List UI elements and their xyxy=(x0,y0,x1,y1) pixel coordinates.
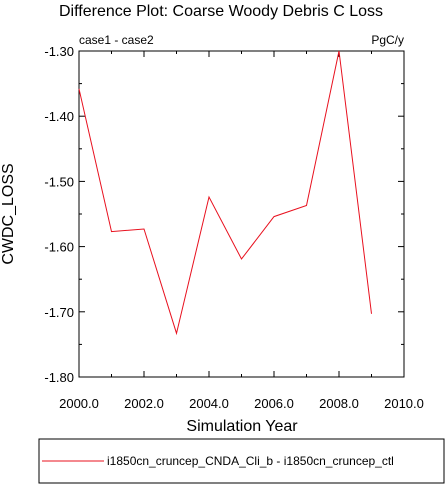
y-tick-label: -1.80 xyxy=(44,370,74,385)
series-layer xyxy=(79,51,372,333)
x-tick-label: 2000.0 xyxy=(59,396,99,411)
x-tick-label: 2002.0 xyxy=(124,396,164,411)
left-string: case1 - case2 xyxy=(79,33,154,47)
y-ticks: -1.30 -1.40 -1.50 -1.60 -1.70 -1.80 xyxy=(44,44,404,385)
x-tick-label: 2006.0 xyxy=(254,396,294,411)
x-tick-label: 2010.0 xyxy=(384,396,424,411)
legend: i1850cn_cruncep_CNDA_Cli_b - i1850cn_cru… xyxy=(39,439,444,483)
y-tick-label: -1.40 xyxy=(44,109,74,124)
y-tick-label: -1.30 xyxy=(44,44,74,59)
y-tick-label: -1.60 xyxy=(44,240,74,255)
x-tick-label: 2004.0 xyxy=(189,396,229,411)
series-line xyxy=(79,51,372,333)
plot-frame xyxy=(79,51,404,377)
units-label: PgC/y xyxy=(371,33,404,47)
legend-label: i1850cn_cruncep_CNDA_Cli_b - i1850cn_cru… xyxy=(107,454,394,468)
y-tick-label: -1.50 xyxy=(44,174,74,189)
chart-title: Difference Plot: Coarse Woody Debris C L… xyxy=(59,3,383,20)
y-tick-label: -1.70 xyxy=(44,305,74,320)
x-tick-label: 2008.0 xyxy=(319,396,359,411)
y-axis-title: CWDC_LOSS xyxy=(0,163,17,264)
x-axis-title: Simulation Year xyxy=(186,418,298,435)
